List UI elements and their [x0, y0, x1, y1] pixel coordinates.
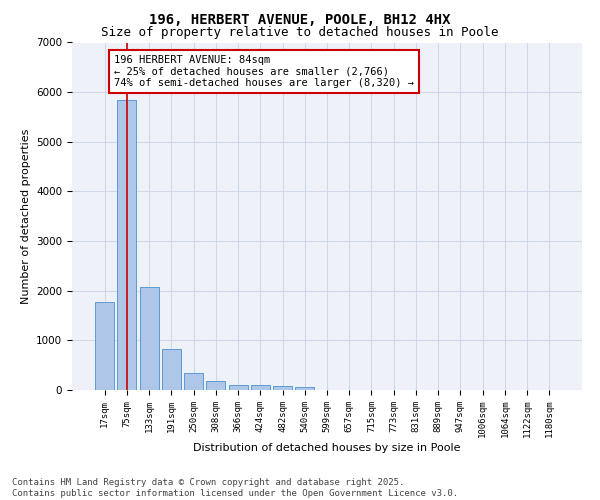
Bar — [251, 386, 270, 390]
Y-axis label: Number of detached properties: Number of detached properties — [20, 128, 31, 304]
Bar — [184, 373, 203, 390]
Bar — [118, 100, 136, 390]
Text: 196, HERBERT AVENUE, POOLE, BH12 4HX: 196, HERBERT AVENUE, POOLE, BH12 4HX — [149, 12, 451, 26]
Bar — [162, 350, 181, 390]
Bar — [95, 302, 114, 390]
X-axis label: Distribution of detached houses by size in Poole: Distribution of detached houses by size … — [193, 443, 461, 453]
Text: Size of property relative to detached houses in Poole: Size of property relative to detached ho… — [101, 26, 499, 39]
Bar — [206, 381, 225, 390]
Bar — [229, 384, 248, 390]
Bar — [140, 286, 158, 390]
Bar — [295, 387, 314, 390]
Text: 196 HERBERT AVENUE: 84sqm
← 25% of detached houses are smaller (2,766)
74% of se: 196 HERBERT AVENUE: 84sqm ← 25% of detac… — [114, 55, 414, 88]
Text: Contains HM Land Registry data © Crown copyright and database right 2025.
Contai: Contains HM Land Registry data © Crown c… — [12, 478, 458, 498]
Bar — [273, 386, 292, 390]
